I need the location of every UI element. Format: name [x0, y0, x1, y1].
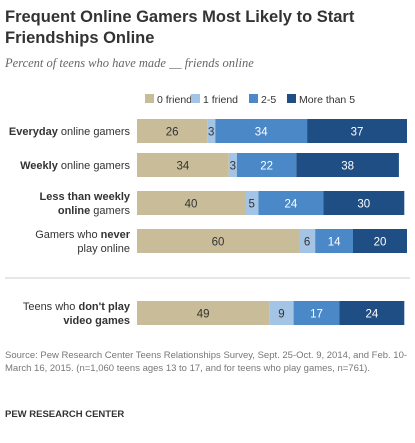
bar-4-0	[137, 301, 270, 325]
bar-value-3-1: 6	[304, 237, 310, 249]
bar-value-2-3: 30	[357, 199, 370, 211]
legend-swatch-0	[145, 94, 154, 103]
bar-value-4-3: 24	[366, 309, 379, 321]
bar-value-4-2: 17	[310, 309, 323, 321]
bar-value-1-0: 34	[177, 161, 190, 173]
bar-3-3	[353, 229, 407, 253]
bar-3-0	[137, 229, 299, 253]
bar-value-1-1: 3	[230, 161, 236, 173]
category-label-part: gamers	[90, 205, 130, 217]
bar-value-0-0: 26	[166, 127, 179, 139]
bar-value-1-2: 22	[260, 161, 273, 173]
category-label-part: video games	[63, 315, 130, 327]
bar-0-0	[137, 119, 208, 143]
bar-2-2	[258, 191, 324, 215]
legend-label-2: 2-5	[261, 94, 276, 106]
organization-name: PEW RESEARCH CENTER	[5, 409, 125, 420]
bar-value-0-3: 37	[351, 127, 364, 139]
category-label-part: online gamers	[58, 126, 131, 138]
bar-4-2	[293, 301, 340, 325]
category-label-3-line-1: play online	[77, 243, 130, 255]
bar-2-3	[323, 191, 405, 215]
category-label-part: Less than weekly	[40, 191, 131, 203]
category-label-part: Teens who	[23, 301, 79, 313]
category-label-part: don't play	[78, 301, 130, 313]
category-label-1-line-0: Weekly online gamers	[20, 160, 130, 172]
category-label-4-line-0: Teens who don't play	[23, 301, 131, 313]
bar-2-0	[137, 191, 245, 215]
bar-1-2	[236, 153, 297, 177]
bar-value-0-1: 3	[208, 127, 214, 139]
legend-label-1: 1 friend	[203, 94, 238, 106]
legend-swatch-2	[249, 94, 258, 103]
category-label-part: never	[101, 229, 131, 241]
category-label-part: play online	[77, 243, 130, 255]
bar-3-1	[299, 229, 316, 253]
chart-subtitle: Percent of teens who have made __ friend…	[5, 56, 254, 70]
chart-title: Frequent Online Gamers Most Likely to St…	[5, 8, 355, 47]
legend-label-0: 0 friends	[157, 94, 197, 106]
bar-value-3-2: 14	[328, 237, 341, 249]
category-label-part: Weekly	[20, 160, 59, 172]
bar-3-2	[315, 229, 353, 253]
bar-2-1	[245, 191, 259, 215]
bar-value-4-1: 9	[278, 309, 284, 321]
bar-1-0	[137, 153, 229, 177]
legend-label-3: More than 5	[299, 94, 355, 106]
category-label-2-line-1: online gamers	[58, 205, 131, 217]
bar-value-0-2: 34	[255, 127, 268, 139]
bar-value-1-3: 38	[341, 161, 354, 173]
bar-4-3	[339, 301, 405, 325]
legend-swatch-1	[191, 94, 200, 103]
category-label-part: Gamers who	[35, 229, 100, 241]
category-label-part: online	[58, 205, 90, 217]
legend-swatch-3	[287, 94, 296, 103]
bar-value-2-1: 5	[249, 199, 255, 211]
bar-0-1	[207, 119, 216, 143]
bar-1-1	[228, 153, 237, 177]
category-label-part: Everyday	[9, 126, 59, 138]
bar-value-2-2: 24	[285, 199, 298, 211]
bar-0-3	[307, 119, 407, 143]
category-label-3-line-0: Gamers who never	[35, 229, 130, 241]
bar-0-2	[215, 119, 308, 143]
bar-value-4-0: 49	[197, 309, 210, 321]
category-label-part: online gamers	[58, 160, 131, 172]
source-note: Source: Pew Research Center Teens Relati…	[5, 350, 408, 374]
bar-4-1	[269, 301, 294, 325]
category-label-2-line-0: Less than weekly	[40, 191, 131, 203]
bar-1-3	[296, 153, 399, 177]
bar-value-2-0: 40	[185, 199, 198, 211]
category-label-4-line-1: video games	[63, 315, 130, 327]
category-label-0-line-0: Everyday online gamers	[9, 126, 131, 138]
bar-value-3-0: 60	[212, 237, 225, 249]
bar-value-3-3: 20	[374, 237, 387, 249]
